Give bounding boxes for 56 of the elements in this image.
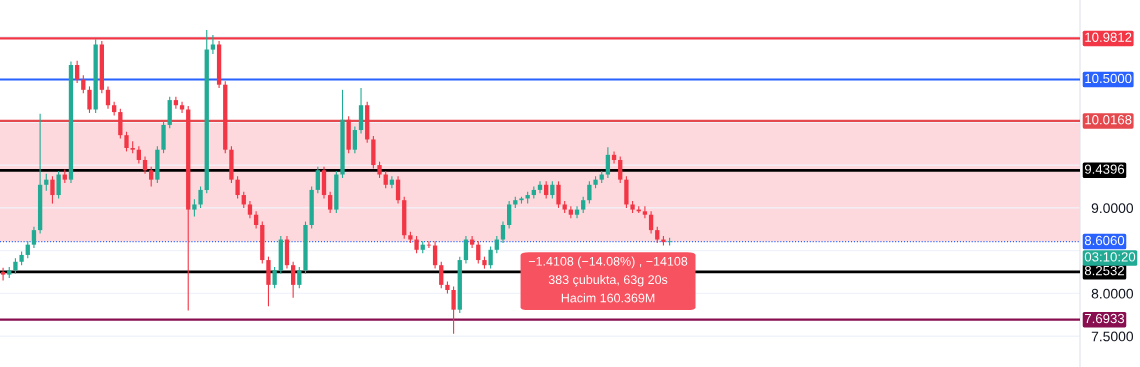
candlestick: [642, 205, 648, 219]
ref-line-label: 8.2532: [1084, 265, 1125, 276]
candlestick: [451, 286, 456, 335]
candlestick: [74, 60, 80, 84]
ref-line-label: 7.6933: [1085, 313, 1125, 324]
candlestick: [87, 85, 92, 114]
candlestick: [556, 180, 561, 209]
candlestick: [0, 267, 6, 282]
y-tick-label: 9.0000: [1091, 203, 1134, 214]
ref-line-label: 10.9812: [1085, 32, 1132, 42]
annotation: −1.4108 (−14.08%) , −14108: [528, 256, 688, 269]
candlestick: [235, 175, 240, 200]
candlestick: [352, 126, 358, 154]
ref-line-label: 9.4396: [1084, 164, 1125, 174]
candlestick: [328, 191, 333, 214]
candlestick: [173, 96, 179, 110]
annotation: 383 çubukta, 63g 20s: [548, 274, 668, 287]
candlestick: [50, 175, 55, 205]
annotation: Hacim 160.369M: [561, 293, 655, 303]
ref-line-label: 8.6060: [1084, 235, 1125, 246]
candlestick: [463, 235, 469, 265]
candlestick: [210, 34, 216, 55]
candlestick: [618, 155, 623, 184]
candlestick: [56, 170, 61, 200]
candlestick: [469, 235, 475, 249]
candlestick: [568, 205, 574, 219]
candlestick: [500, 221, 506, 244]
candlestick: [537, 180, 543, 194]
candlestick: [149, 166, 154, 188]
candlestick: [118, 108, 123, 140]
candlestick: [611, 150, 617, 164]
candlestick: [476, 240, 481, 265]
ref-line-label: 10.5000: [1085, 73, 1132, 84]
candlestick: [395, 175, 401, 205]
candlestick: [488, 245, 493, 270]
text: 03:10:20: [1084, 252, 1136, 262]
candlestick: [198, 185, 203, 209]
candlestick: [297, 266, 302, 289]
candlestick: [439, 261, 444, 289]
candlestick: [105, 85, 111, 110]
candlestick: [587, 180, 592, 205]
candlestick: [506, 200, 512, 229]
candlestick: [31, 226, 37, 249]
candlestick: [290, 261, 296, 299]
candlestick: [315, 166, 320, 194]
candlestick: [124, 131, 129, 152]
ref-line-label: 10.0168: [1085, 115, 1132, 125]
candlestick: [272, 266, 277, 289]
y-tick-label: 8.0000: [1091, 288, 1134, 299]
y-tick-label: 7.5000: [1091, 331, 1134, 342]
candlestick: [605, 146, 611, 179]
candlestick: [389, 175, 395, 189]
candlestick: [179, 101, 185, 114]
candlestick: [574, 205, 580, 219]
candlestick: [426, 240, 432, 249]
candlestick: [648, 210, 654, 235]
